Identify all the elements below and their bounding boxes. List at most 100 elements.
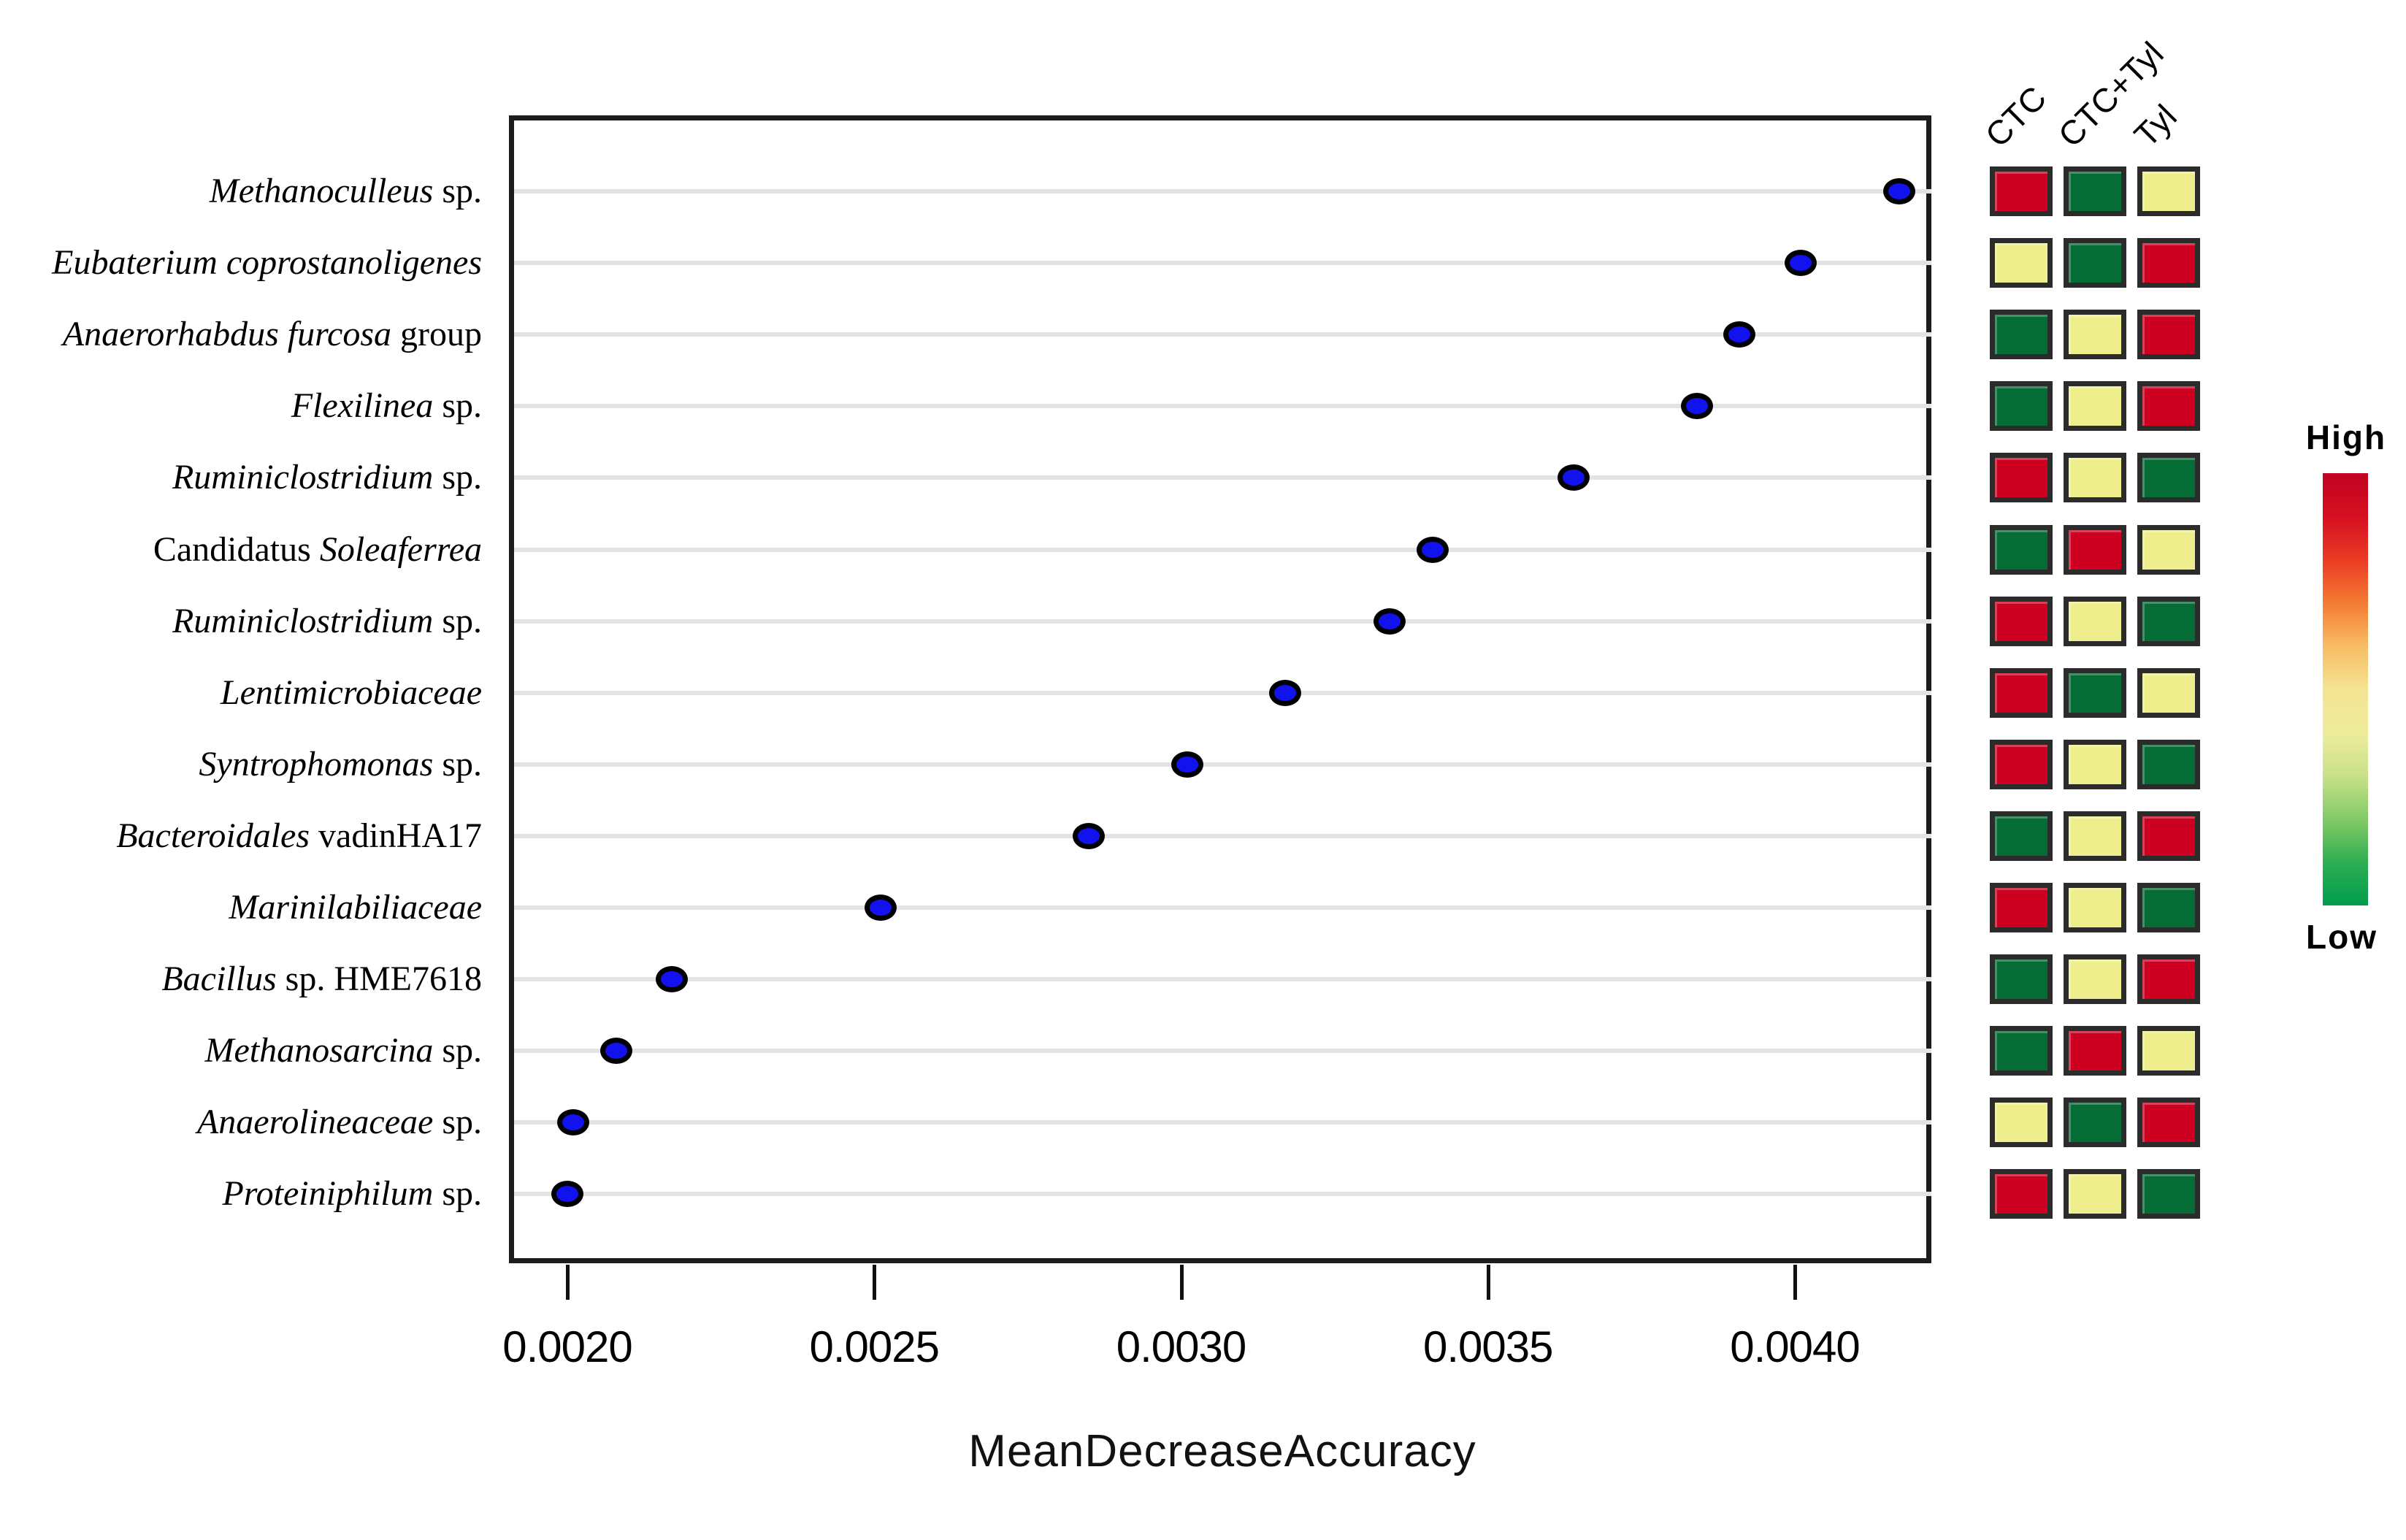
gridline <box>514 1049 1931 1054</box>
heat-cell-red <box>2137 238 2200 288</box>
legend-gradient-bar <box>2323 473 2368 905</box>
row-label-segment: Lentimicrobiaceae <box>220 673 482 712</box>
row-label-segment: sp. <box>442 386 482 426</box>
gridline <box>514 332 1931 337</box>
heat-cell-red <box>1990 739 2053 789</box>
row-label-segment: sp. <box>442 458 482 497</box>
gridline <box>514 547 1931 552</box>
row-label: Lentimicrobiaceae <box>0 670 482 716</box>
heat-cell-red <box>1990 453 2053 503</box>
heat-cell-yellow <box>2064 811 2126 861</box>
row-label-segment: Syntrophomonas <box>199 744 442 784</box>
row-label: Bacillus sp. HME7618 <box>0 956 482 1003</box>
row-label-segment: Candidatus <box>153 529 320 569</box>
heat-cell-yellow <box>2064 739 2126 789</box>
row-label: Methanosarcina sp. <box>0 1027 482 1074</box>
row-label: Flexilinea sp. <box>0 383 482 429</box>
heat-cell-green <box>1990 1026 2053 1076</box>
heat-cell-green <box>2064 1097 2126 1148</box>
data-point <box>1558 464 1590 491</box>
heat-cell-yellow <box>2064 453 2126 503</box>
gridline <box>514 833 1931 838</box>
heat-cell-green <box>2137 453 2200 503</box>
row-label-segment: vadinHA17 <box>318 816 482 855</box>
gridline <box>514 189 1931 194</box>
row-label: Bacteroidales vadinHA17 <box>0 813 482 859</box>
data-point <box>1171 751 1203 778</box>
heat-cell-red <box>1990 883 2053 932</box>
data-point <box>557 1109 590 1136</box>
row-label-segment: Ruminiclostridium <box>172 458 442 497</box>
row-label: Anaerorhabdus furcosa group <box>0 311 482 358</box>
row-label-segment: sp. <box>442 1031 482 1070</box>
row-label: Marinilabiliaceae <box>0 884 482 931</box>
x-tick-mark <box>1486 1265 1490 1300</box>
row-label-segment: Ruminiclostridium <box>172 601 442 640</box>
heat-cell-green <box>1990 381 2053 432</box>
heatmap-column-header-ctc: CTC <box>1977 78 2054 155</box>
row-label-segment: Anaerolineaceae <box>196 1103 442 1142</box>
heat-cell-red <box>2137 381 2200 432</box>
heat-cell-red <box>1990 1169 2053 1219</box>
x-axis-title: MeanDecreaseAccuracy <box>968 1426 1476 1476</box>
heat-cell-green <box>2137 883 2200 932</box>
x-tick-mark <box>566 1265 570 1300</box>
heat-cell-green <box>2064 667 2126 718</box>
row-label-segment: Eubaterium coprostanoligenes <box>52 243 482 283</box>
row-label-segment: sp. HME7618 <box>285 959 482 999</box>
heat-cell-green <box>2137 596 2200 646</box>
heat-cell-yellow <box>2064 954 2126 1005</box>
gridline <box>514 1192 1931 1197</box>
row-label: Ruminiclostridium sp. <box>0 598 482 645</box>
heat-cell-yellow <box>2064 883 2126 932</box>
gridline <box>514 905 1931 910</box>
plot-area <box>509 115 1931 1263</box>
heat-cell-red <box>1990 667 2053 718</box>
x-tick-label: 0.0030 <box>1116 1322 1247 1371</box>
heat-cell-red <box>2137 811 2200 861</box>
heat-cell-yellow <box>1990 238 2053 288</box>
row-label: Anaerolineaceae sp. <box>0 1099 482 1146</box>
data-point <box>1073 822 1106 849</box>
gridline <box>514 475 1931 480</box>
data-point <box>600 1038 633 1065</box>
data-point <box>1723 321 1756 348</box>
row-label: Syntrophomonas sp. <box>0 741 482 788</box>
heat-cell-yellow <box>2064 1169 2126 1219</box>
heat-cell-green <box>1990 954 2053 1005</box>
row-label: Proteiniphilum sp. <box>0 1171 482 1217</box>
row-label-segment: Proteiniphilum <box>222 1174 442 1214</box>
gridline <box>514 404 1931 409</box>
heat-cell-yellow <box>2064 381 2126 432</box>
heat-cell-yellow <box>2137 524 2200 575</box>
data-point <box>864 894 897 921</box>
heat-cell-red <box>2137 954 2200 1005</box>
row-label-segment: Soleaferrea <box>319 529 482 569</box>
heat-cell-yellow <box>2137 667 2200 718</box>
row-label-segment: Marinilabiliaceae <box>229 888 482 927</box>
data-point <box>1785 250 1817 277</box>
heat-cell-red <box>1990 596 2053 646</box>
row-label-segment: Anaerorhabdus furcosa <box>62 315 401 354</box>
data-point <box>1417 536 1449 563</box>
heat-cell-red <box>2137 1097 2200 1148</box>
heatmap-column-header-tyl: Tyl <box>2126 96 2184 155</box>
row-label: Eubaterium coprostanoligenes <box>0 240 482 286</box>
heat-cell-red <box>1990 166 2053 216</box>
heat-cell-green <box>1990 811 2053 861</box>
row-label: Methanoculleus sp. <box>0 168 482 215</box>
x-tick-mark <box>1793 1265 1797 1300</box>
gridline <box>514 690 1931 695</box>
heat-cell-yellow <box>2137 166 2200 216</box>
heat-cell-red <box>2064 1026 2126 1076</box>
heat-cell-yellow <box>2064 310 2126 360</box>
x-tick-mark <box>873 1265 877 1300</box>
heat-cell-green <box>2064 166 2126 216</box>
row-label-segment: sp. <box>442 744 482 784</box>
x-tick-label: 0.0040 <box>1730 1322 1861 1371</box>
legend-low-label: Low <box>2306 918 2378 956</box>
row-label-segment: group <box>400 315 482 354</box>
data-point <box>1680 393 1713 420</box>
row-label-segment: Bacillus <box>161 959 286 999</box>
row-label-segment: Methanoculleus <box>209 172 442 210</box>
